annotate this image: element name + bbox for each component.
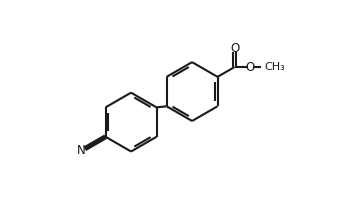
Text: O: O: [230, 42, 239, 55]
Text: O: O: [246, 61, 255, 73]
Text: N: N: [77, 144, 86, 157]
Text: CH₃: CH₃: [264, 62, 285, 72]
